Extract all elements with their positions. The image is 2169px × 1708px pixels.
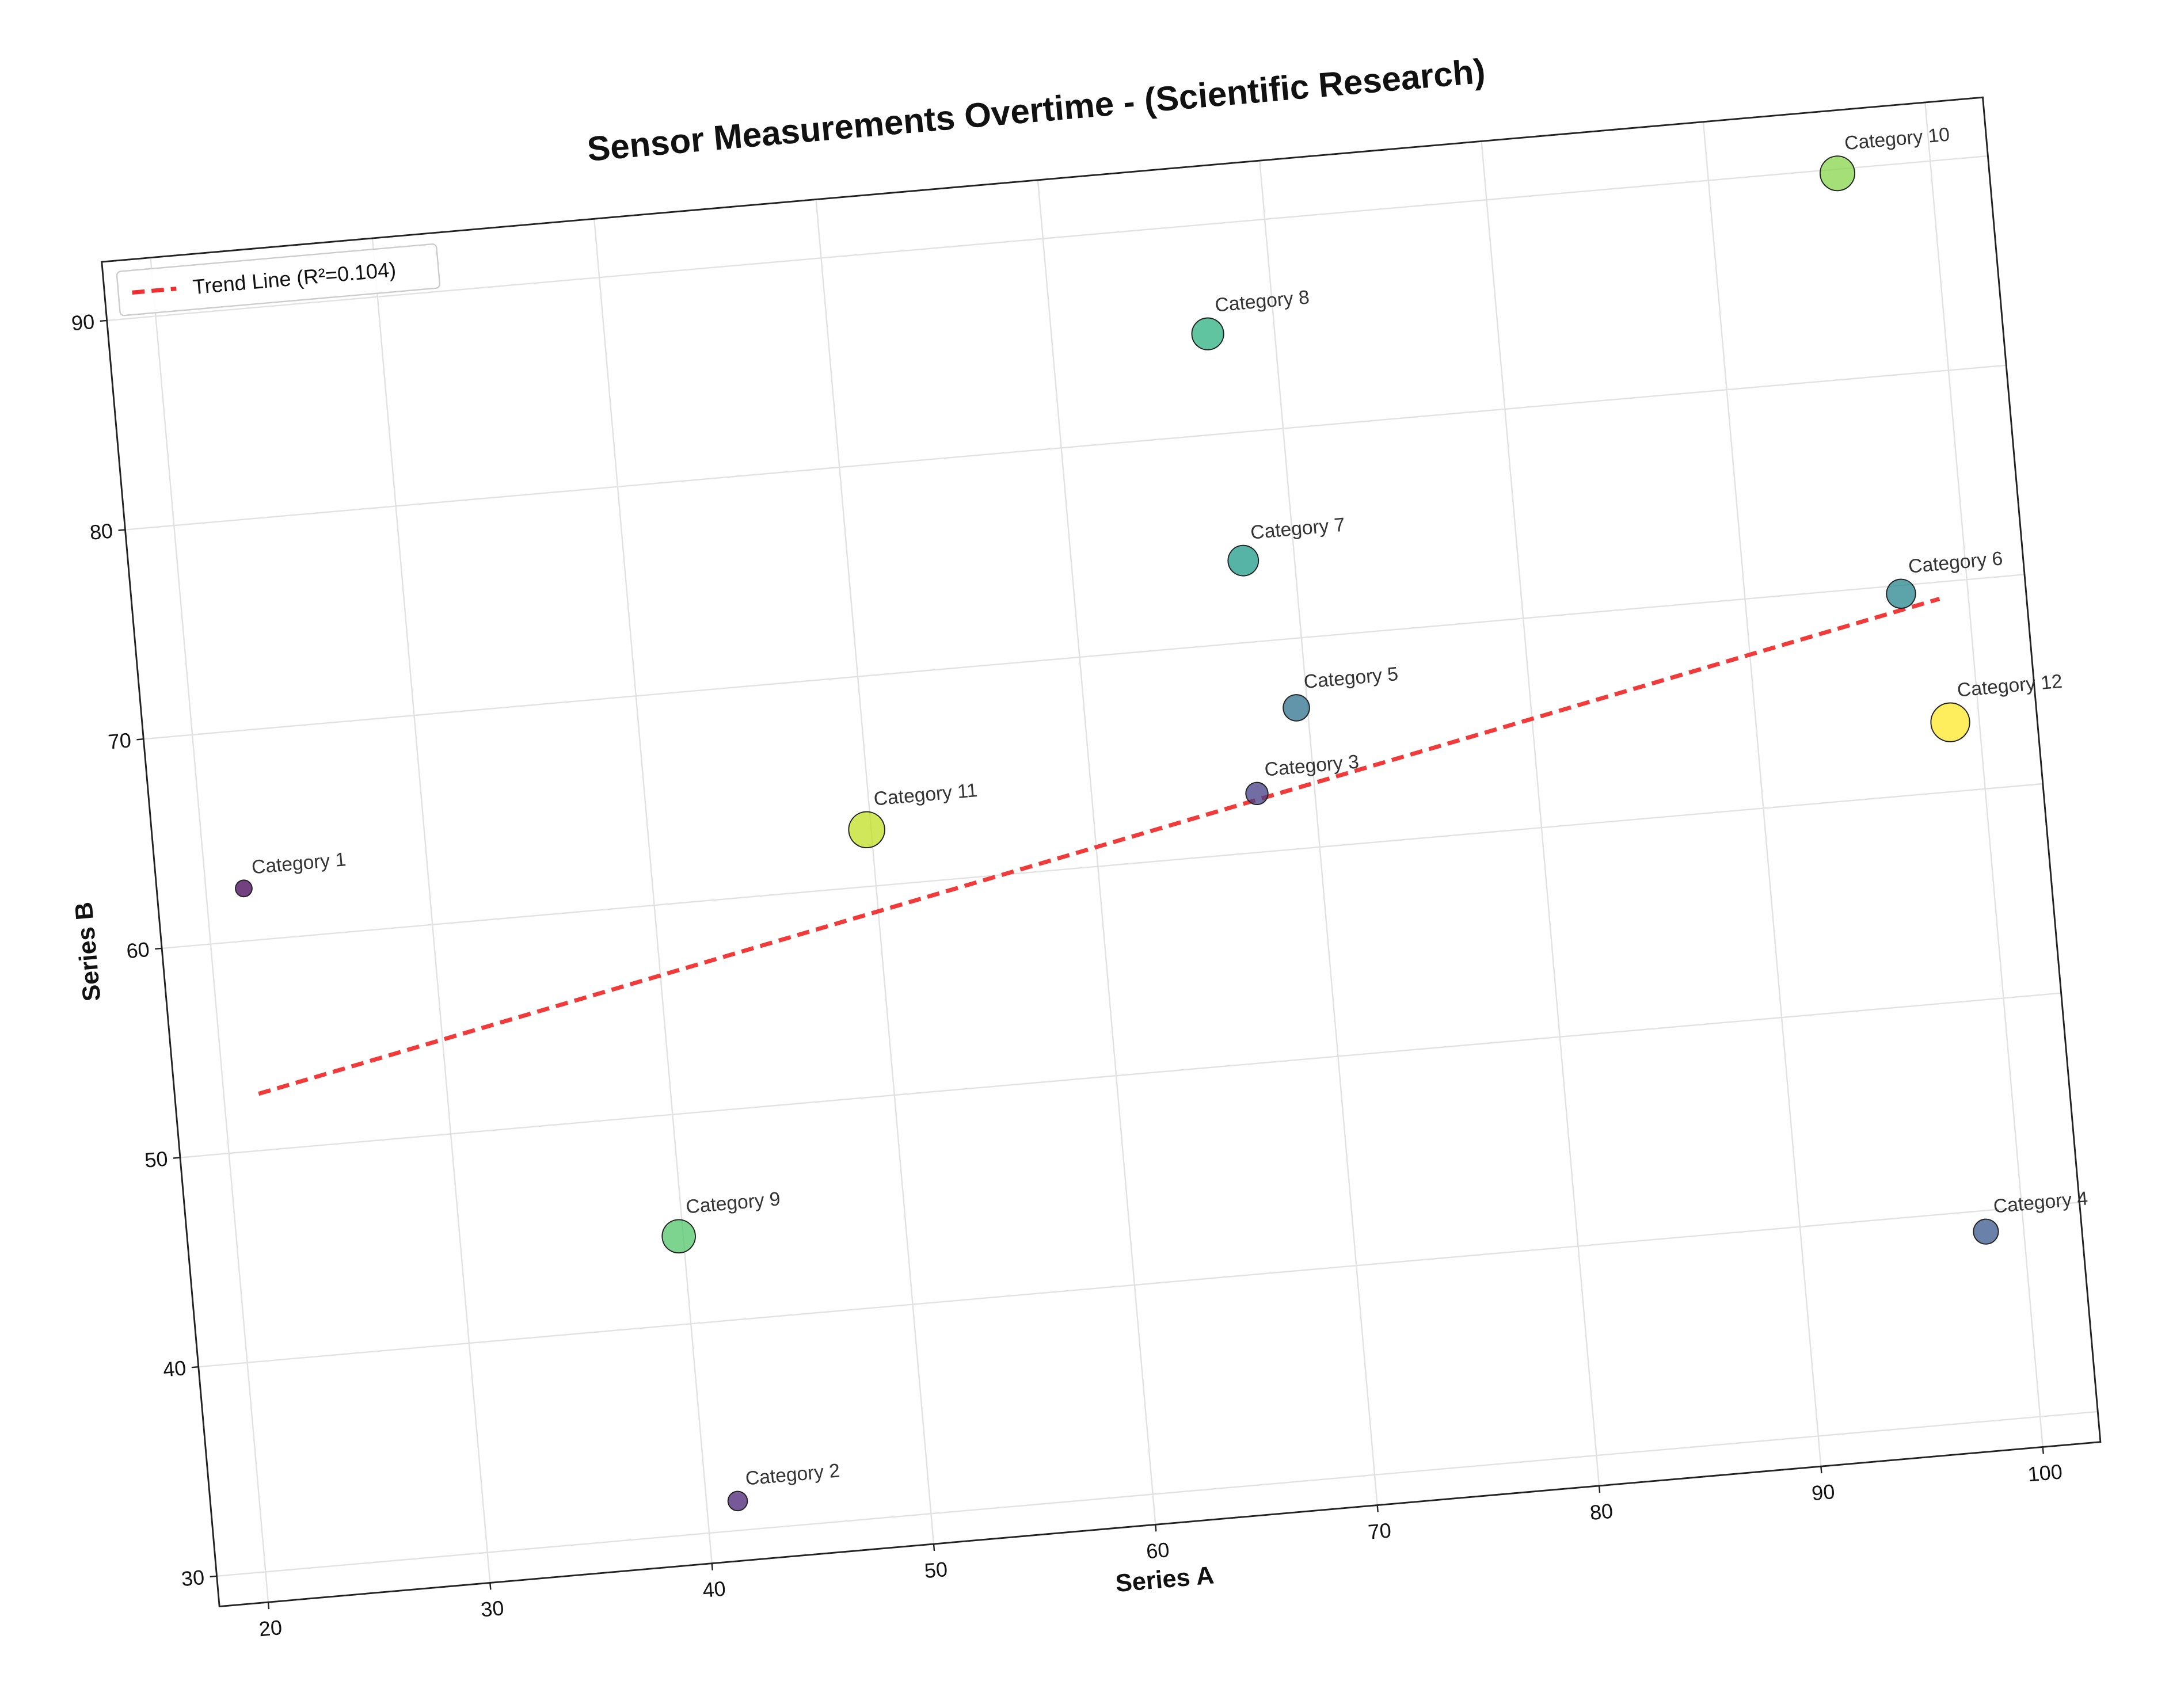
y-tick-label: 40 [162,1356,187,1381]
point [1191,317,1224,350]
y-tick [118,529,125,531]
point [1245,781,1269,806]
y-tick-label: 50 [144,1147,169,1172]
grid-line [216,1410,2098,1577]
y-tick [155,947,162,950]
point-label: Category 2 [744,1460,840,1489]
x-axis-label: Series A [1114,1561,1215,1598]
trend-line [258,597,1940,1096]
x-tick-label: 100 [2027,1459,2063,1486]
point [1227,544,1259,577]
grid-line [162,783,2043,950]
grid-line [1924,102,2044,1447]
grid-line [125,364,2007,531]
point-label: Category 6 [1908,548,2004,577]
x-tick [1376,1505,1379,1512]
point [1886,578,1916,609]
y-tick-label: 80 [89,519,113,544]
point-label: Category 10 [1844,124,1951,154]
y-tick-label: 70 [107,728,132,753]
grid-line [1702,121,1822,1467]
point-label: Category 3 [1264,751,1360,780]
x-tick [267,1602,270,1610]
point-label: Category 7 [1250,514,1346,544]
grid-line [1481,141,1600,1486]
point-label: Category 12 [1957,671,2064,702]
point [661,1219,696,1254]
x-tick [2042,1447,2044,1454]
x-tick-label: 40 [702,1577,726,1602]
x-tick-label: 20 [258,1615,283,1641]
y-tick [210,1575,217,1578]
legend-swatch [132,287,177,295]
point [1819,155,1855,192]
chart-title: Sensor Measurements Overtime - (Scientif… [585,52,1486,169]
x-tick-label: 90 [1811,1480,1836,1505]
point [1930,702,1970,742]
plot-frame [101,96,2102,1608]
x-tick-label: 50 [923,1557,948,1583]
grid-line [371,238,491,1583]
legend-box [116,243,441,317]
point-label: Category 9 [685,1188,781,1218]
point-label: Category 5 [1303,664,1399,693]
grid-line [815,199,935,1545]
x-tick-label: 80 [1589,1499,1614,1524]
rotated-figure: Sensor Measurements Overtime - (Scientif… [70,52,2102,1641]
x-tick-label: 70 [1367,1518,1392,1543]
x-tick-label: 60 [1146,1538,1170,1563]
y-tick-label: 30 [180,1565,205,1591]
grid-line [150,257,269,1603]
point [235,879,253,898]
point-label: Category 4 [1992,1188,2088,1217]
point-label: Category 1 [251,849,347,878]
y-tick-label: 90 [70,310,95,335]
y-axis-label: Series B [70,901,106,1002]
x-tick [711,1563,713,1570]
point [1973,1218,1999,1245]
x-tick [1155,1524,1157,1532]
point [1283,694,1310,722]
point [727,1490,748,1512]
grid-line [180,992,2061,1158]
y-tick-label: 60 [125,937,150,963]
point [848,811,885,849]
point-label: Category 8 [1214,287,1310,316]
grid-line [593,219,713,1564]
grid-line [1259,161,1378,1505]
grid-line [106,155,1988,322]
grid-line [198,1202,2080,1368]
grid-line [143,574,2025,740]
x-tick [1598,1485,1601,1493]
point-label: Category 11 [873,780,978,810]
grid-line [1037,180,1156,1525]
x-tick-label: 30 [480,1596,504,1621]
